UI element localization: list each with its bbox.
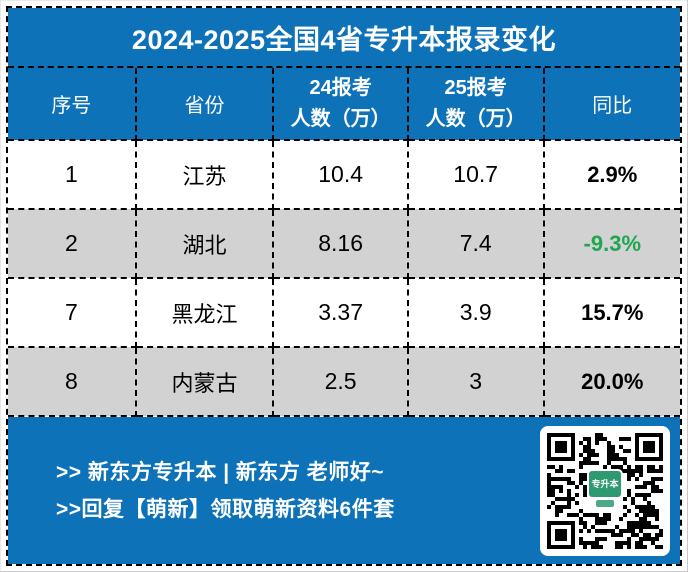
cell-yoy: 15.7%	[542, 277, 680, 348]
qr-badge-label: 专升本	[589, 470, 621, 497]
qr-card: 专升本	[540, 425, 670, 556]
cell-y25: 3.9	[406, 277, 545, 348]
cell-y24: 2.5	[272, 346, 409, 417]
cell-province: 黑龙江	[134, 277, 275, 348]
cell-province: 湖北	[134, 208, 275, 279]
title-band: 2024-2025全国4省专升本报录变化	[8, 8, 680, 68]
cell-y25: 10.7	[406, 139, 545, 210]
cell-y25: 7.4	[406, 208, 545, 279]
cell-seq: 7	[8, 277, 137, 348]
cell-yoy: 2.9%	[542, 139, 680, 210]
footer-line-1: >> 新东方专升本 | 新东方 老师好~	[56, 460, 385, 484]
header-province: 省份	[134, 68, 275, 141]
header-applicants-24: 24报考 人数（万）	[272, 68, 409, 141]
qr-badge: 专升本	[587, 468, 623, 513]
cell-y25: 3	[406, 346, 545, 417]
cell-y24: 8.16	[272, 208, 409, 279]
cell-province: 内蒙古	[134, 346, 275, 417]
header-yoy: 同比	[542, 68, 680, 141]
cell-province: 江苏	[134, 139, 275, 210]
cell-y24: 10.4	[272, 139, 409, 210]
cell-seq: 2	[8, 208, 137, 279]
header-seq: 序号	[8, 68, 137, 141]
qr-badge-logo-icon	[596, 499, 614, 507]
page-title: 2024-2025全国4省专升本报录变化	[131, 24, 557, 55]
table-row: 7 黑龙江 3.37 3.9 15.7%	[8, 277, 680, 348]
header-applicants-25: 25报考 人数（万）	[406, 68, 545, 141]
footer-banner: >> 新东方专升本 | 新东方 老师好~ >>回复【萌新】领取萌新资料6件套 专…	[8, 417, 680, 564]
table-row: 2 湖北 8.16 7.4 -9.3%	[8, 208, 680, 279]
cell-y24: 3.37	[272, 277, 409, 348]
cell-yoy: -9.3%	[542, 208, 680, 279]
header-row: 序号 省份 24报考 人数（万） 25报考 人数（万） 同比	[8, 68, 680, 141]
cell-seq: 8	[8, 346, 137, 417]
enrollment-table: 序号 省份 24报考 人数（万） 25报考 人数（万） 同比 1 江苏 10.4…	[8, 68, 680, 417]
qr-code	[547, 432, 663, 549]
table-row: 8 内蒙古 2.5 3 20.0%	[8, 346, 680, 417]
table-frame: 2024-2025全国4省专升本报录变化 序号 省份 24报考 人数（万） 25…	[6, 6, 682, 566]
footer-line-2: >>回复【萌新】领取萌新资料6件套	[56, 497, 395, 521]
qr-badge-text: 专升本	[591, 479, 619, 489]
table-row: 1 江苏 10.4 10.7 2.9%	[8, 139, 680, 210]
cell-seq: 1	[8, 139, 137, 210]
cell-yoy: 20.0%	[542, 346, 680, 417]
